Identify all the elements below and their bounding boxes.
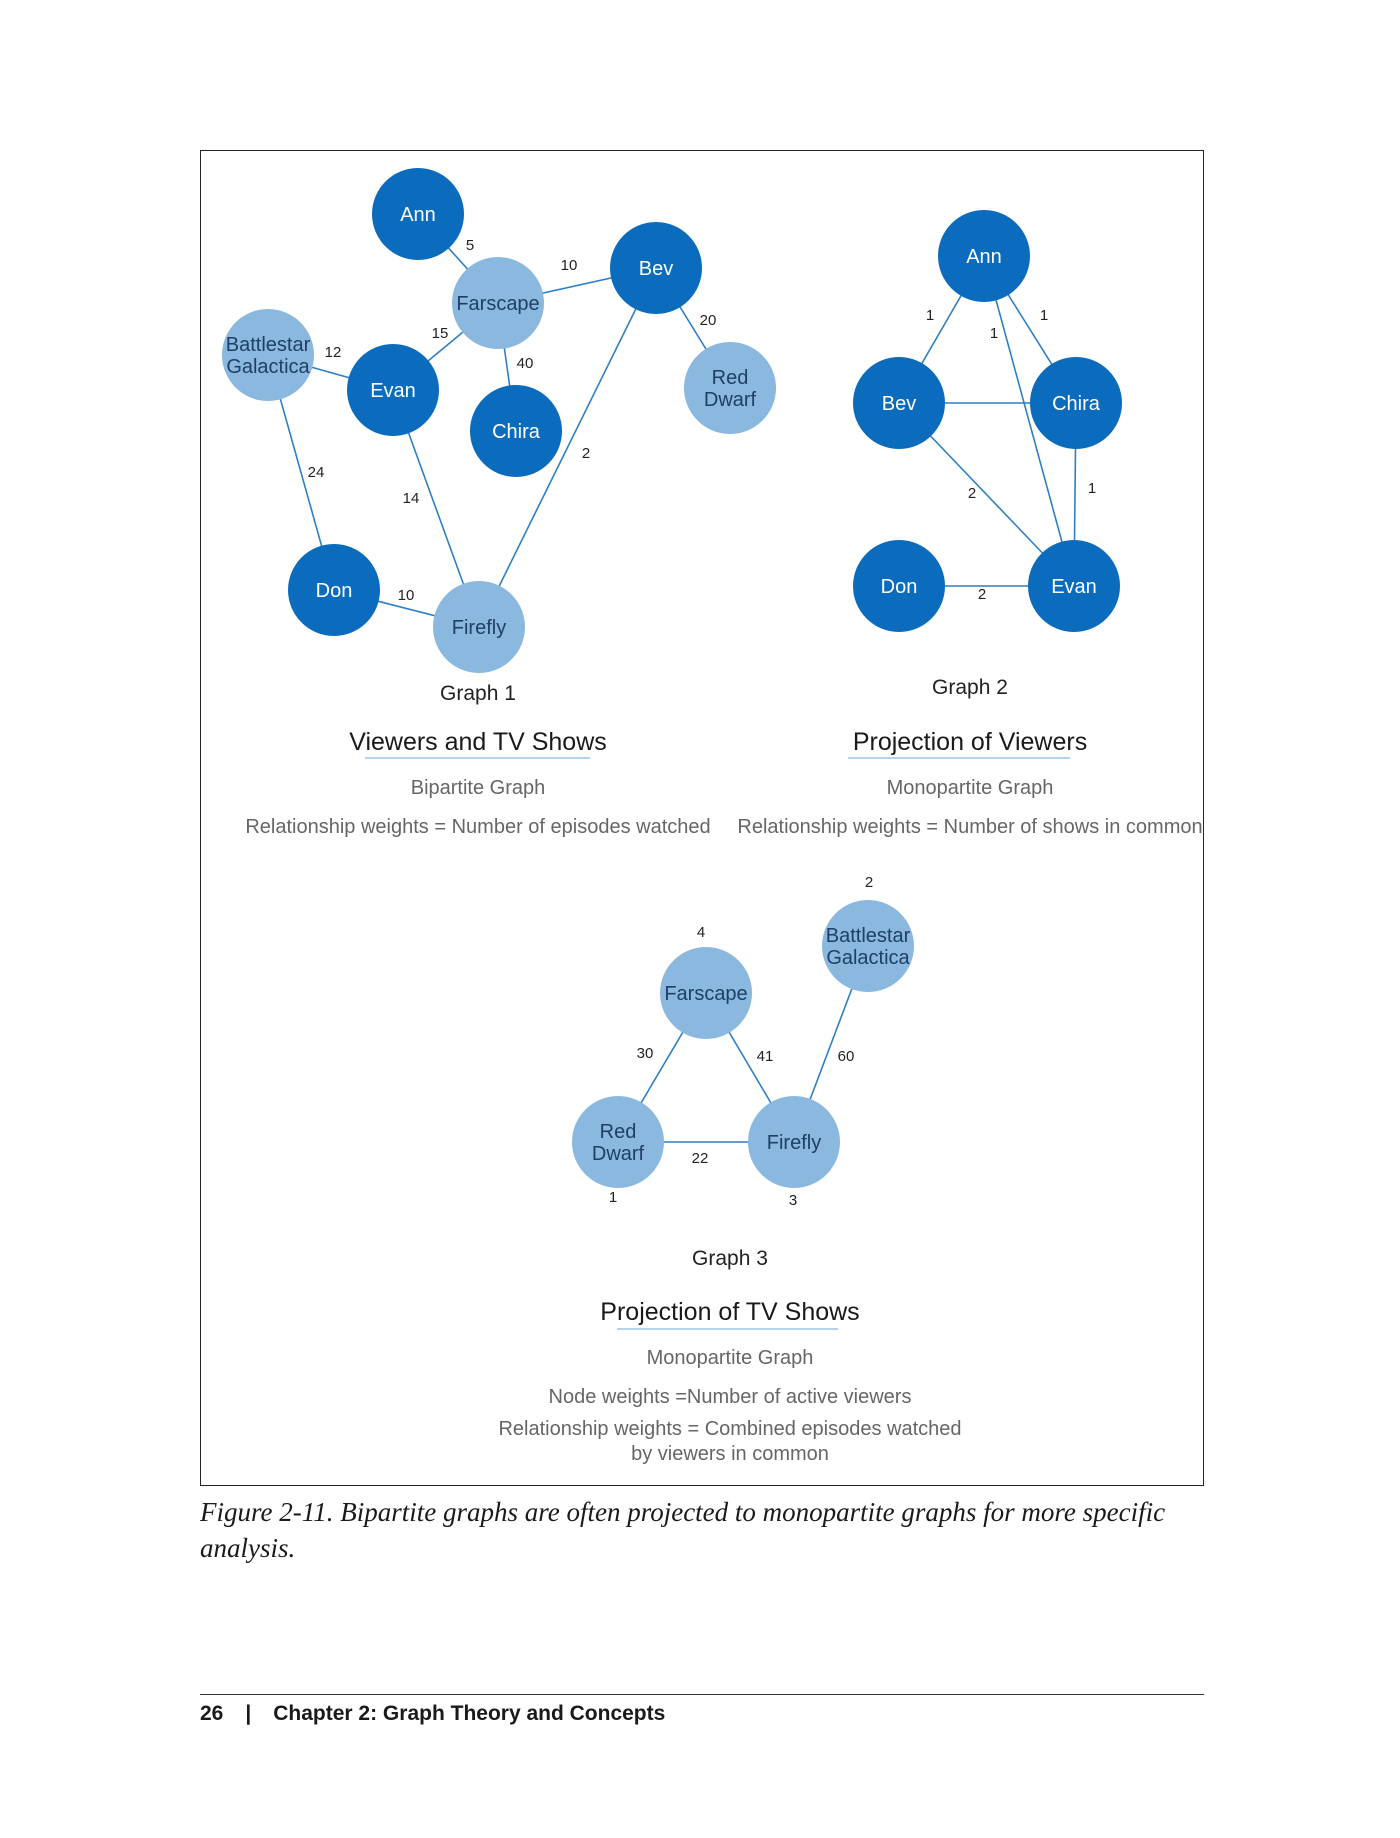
graph1-edge-weight-evan-firefly: 14 — [403, 490, 420, 507]
graph3-edge-weight-farscape-firefly: 41 — [757, 1048, 774, 1065]
graph1-node-label-firefly: Firefly — [452, 617, 506, 639]
graph2-description: Relationship weights = Number of shows i… — [737, 816, 1202, 838]
graph3-label: Graph 3 — [692, 1247, 768, 1270]
graph3-edge-weight-farscape-reddwarf: 30 — [637, 1045, 654, 1062]
graph1-edge-weight-farscape-bev: 10 — [561, 257, 578, 274]
graph1-edge-weight-farscape-evan: 15 — [432, 325, 449, 342]
graph1-node-label-evan: Evan — [370, 380, 416, 402]
graph3-node-battlestar — [822, 900, 914, 992]
graph1-node-bev — [610, 222, 702, 314]
graph1-description: Relationship weights = Number of episode… — [245, 816, 710, 838]
graph1-edge-weight-bev-firefly: 2 — [582, 445, 590, 462]
graph1-edge-weight-ann-farscape: 5 — [466, 237, 474, 254]
page-number: 26 — [200, 1702, 224, 1725]
graph1-subtitle: Bipartite Graph — [411, 777, 546, 799]
graph1-edge-bev-firefly — [478, 267, 657, 628]
graph2-edge-weight-chira-evan: 1 — [1088, 480, 1096, 497]
graph3-node-label-farscape: Farscape — [664, 983, 747, 1005]
graph1-title: Viewers and TV Shows — [349, 728, 607, 756]
footer-rule — [200, 1694, 1204, 1695]
graph2-node-label-evan: Evan — [1051, 576, 1097, 598]
graph2-edge-weight-don-evan: 2 — [978, 586, 986, 603]
graph2-node-label-ann: Ann — [966, 246, 1002, 268]
graph3-node-label-reddwarf-0: Red — [600, 1121, 637, 1143]
graph2-node-chira — [1030, 357, 1122, 449]
page-footer: 26 | Chapter 2: Graph Theory and Concepts — [200, 1702, 665, 1726]
graph1-node-label-reddwarf-1: Dwarf — [704, 389, 757, 411]
graph1-node-don — [288, 544, 380, 636]
figure-frame — [200, 150, 1204, 1486]
footer-separator: | — [245, 1702, 252, 1725]
graph2-node-label-bev: Bev — [882, 393, 916, 415]
graph2-node-bev — [853, 357, 945, 449]
graph2-edge-ann-evan — [983, 255, 1075, 587]
graph3-node-label-firefly: Firefly — [767, 1132, 821, 1154]
graph1-edge-weight-bev-reddwarf: 20 — [700, 312, 717, 329]
graph1-node-label-bev: Bev — [639, 258, 673, 280]
graph2-subtitle: Monopartite Graph — [887, 777, 1054, 799]
graph2-node-label-chira: Chira — [1052, 393, 1101, 415]
graph1-node-label-battlestar-1: Galactica — [226, 356, 310, 378]
graph3-node-label-reddwarf-1: Dwarf — [592, 1143, 645, 1165]
graph1-node-evan — [347, 344, 439, 436]
graph3-node-farscape — [660, 947, 752, 1039]
graph1-edge-weight-farscape-chira: 40 — [517, 355, 534, 372]
graph1-node-battlestar — [222, 309, 314, 401]
graph1-node-label-battlestar-0: Battlestar — [226, 334, 311, 356]
graph2-node-ann — [938, 210, 1030, 302]
graph3-edge-weight-battlestar-firefly: 60 — [838, 1048, 855, 1065]
graph3-node-firefly — [748, 1096, 840, 1188]
graph3-subtitle: Monopartite Graph — [647, 1347, 814, 1369]
graph2-node-don — [853, 540, 945, 632]
graph2: Ann Bev Chira Don Evan 1 1 1 2 1 2 — [853, 210, 1122, 632]
graph3-edge-weight-reddwarf-firefly: 22 — [692, 1150, 709, 1167]
graph3-node-weight-firefly: 3 — [789, 1192, 797, 1209]
graph3-title: Projection of TV Shows — [600, 1298, 859, 1326]
graph3-node-reddwarf — [572, 1096, 664, 1188]
graph1-edge-weight-battlestar-evan: 12 — [325, 344, 342, 361]
graph1-edge-weight-don-firefly: 10 — [398, 587, 415, 604]
graph2-label: Graph 2 — [932, 676, 1008, 699]
graph2-node-label-don: Don — [881, 576, 918, 598]
graph1-edge-weight-battlestar-don: 24 — [308, 464, 325, 481]
graph1-node-ann — [372, 168, 464, 260]
graph1-node-label-reddwarf-0: Red — [712, 367, 749, 389]
graph3-description-line1: Relationship weights = Combined episodes… — [498, 1418, 961, 1440]
graph1-node-label-farscape: Farscape — [456, 293, 539, 315]
graph3-node-label-battlestar-1: Galactica — [826, 947, 910, 969]
graph3-node-weight-reddwarf: 1 — [609, 1189, 617, 1206]
graph1-node-label-chira: Chira — [492, 421, 541, 443]
graph2-title: Projection of Viewers — [853, 728, 1087, 756]
graph2-edge-weight-ann-chira: 1 — [1040, 307, 1048, 324]
graph1-node-farscape — [452, 257, 544, 349]
graph1-node-chira — [470, 385, 562, 477]
graph3-node-weight-battlestar: 2 — [865, 874, 873, 891]
graph1-label: Graph 1 — [440, 682, 516, 705]
graph1-node-reddwarf — [684, 342, 776, 434]
graph3-node-weight-farscape: 4 — [697, 924, 705, 941]
chapter-title: Chapter 2: Graph Theory and Concepts — [273, 1702, 666, 1725]
graph2-edge-weight-ann-evan: 1 — [990, 325, 998, 342]
graph3-node-label-battlestar-0: Battlestar — [826, 925, 911, 947]
figure-caption: Figure 2-11. Bipartite graphs are often … — [200, 1497, 1166, 1563]
graph2-edge-weight-ann-bev: 1 — [926, 307, 934, 324]
graph1-node-label-don: Don — [316, 580, 353, 602]
graph3-node-weights: Node weights =Number of active viewers — [549, 1386, 912, 1408]
graph2-node-evan — [1028, 540, 1120, 632]
graph1-node-firefly — [433, 581, 525, 673]
graph3-description-line2: by viewers in common — [631, 1443, 829, 1465]
graph2-edge-weight-bev-evan: 2 — [968, 485, 976, 502]
graph1-node-label-ann: Ann — [400, 204, 436, 226]
